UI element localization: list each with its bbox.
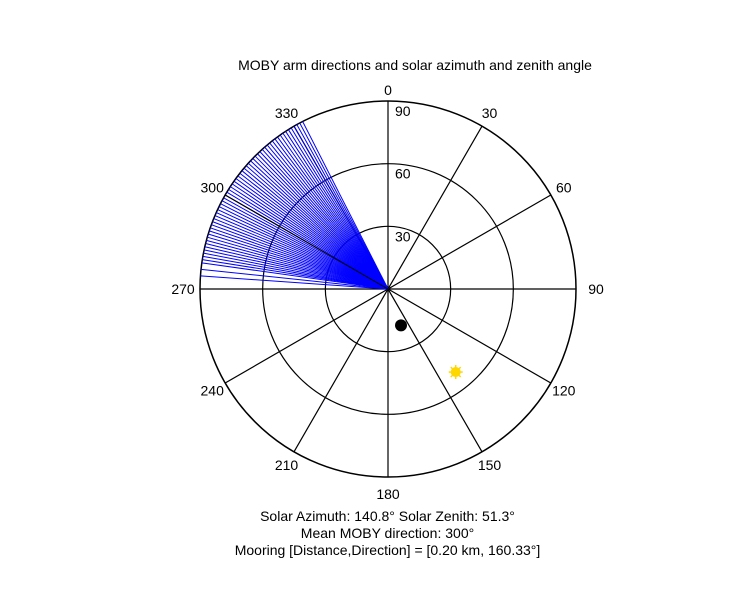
arm-line	[257, 153, 389, 290]
angle-label-0: 0	[384, 82, 392, 98]
arm-line	[290, 127, 389, 290]
angle-label-210: 210	[275, 457, 299, 473]
arm-line	[282, 132, 389, 290]
arm-line	[296, 124, 389, 290]
angle-label-90: 90	[588, 281, 604, 297]
arm-line	[203, 252, 389, 290]
arm-line	[302, 121, 389, 290]
arm-line	[266, 144, 389, 290]
mooring-caption: Mooring [Distance,Direction] = [0.20 km,…	[234, 542, 541, 558]
angle-label-240: 240	[201, 383, 225, 399]
chart-title: MOBY arm directions and solar azimuth an…	[238, 57, 592, 73]
angle-label-180: 180	[376, 486, 400, 502]
arm-line	[299, 122, 389, 290]
arm-line	[237, 175, 389, 290]
arm-line	[252, 158, 389, 290]
arm-line	[204, 246, 389, 290]
arm-line	[241, 170, 389, 290]
sun-marker	[448, 365, 463, 380]
arm-line	[206, 239, 389, 290]
arm-line	[201, 262, 389, 290]
mean-direction-line	[224, 194, 389, 290]
arm-line	[223, 197, 389, 290]
solar-caption: Solar Azimuth: 140.8° Solar Zenith: 51.3…	[260, 508, 515, 524]
arm-line	[231, 183, 389, 290]
angle-label-150: 150	[478, 457, 502, 473]
arm-line	[243, 167, 389, 290]
arm-line	[245, 165, 389, 290]
angle-label-30: 30	[482, 105, 498, 121]
mean-direction-caption: Mean MOBY direction: 300°	[300, 525, 475, 541]
arm-line	[259, 151, 389, 290]
arm-line	[269, 142, 389, 290]
arm-line	[210, 227, 389, 290]
arm-line	[239, 172, 389, 290]
arm-line	[208, 233, 389, 290]
moby-arm-lines	[200, 121, 389, 290]
angle-label-60: 60	[556, 180, 572, 196]
arm-line	[213, 218, 389, 290]
arm-line	[274, 138, 389, 290]
angle-label-120: 120	[552, 383, 576, 399]
arm-line	[209, 230, 389, 290]
arm-line	[230, 186, 389, 290]
chart-marks	[395, 319, 463, 380]
arm-line	[204, 249, 389, 290]
arm-line	[221, 200, 389, 290]
arm-line	[220, 203, 389, 290]
arm-line	[250, 160, 389, 290]
radial-label-60: 60	[395, 166, 411, 182]
arm-line	[293, 125, 389, 290]
arm-line	[202, 255, 389, 290]
arm-line	[217, 209, 389, 290]
mooring-marker	[395, 319, 408, 332]
arm-line	[212, 221, 389, 290]
arm-line	[254, 155, 389, 290]
arm-line	[228, 188, 389, 290]
angle-label-330: 330	[275, 105, 299, 121]
arm-line	[200, 275, 389, 290]
angle-label-300: 300	[201, 180, 225, 196]
axis-labels: 0 30 60 90 120 150 180 210 240 270 300 330 30 60 90	[171, 82, 604, 502]
arm-line	[271, 140, 389, 290]
arm-line	[214, 215, 389, 290]
arm-line	[233, 180, 389, 290]
arm-line	[202, 259, 389, 290]
arm-line	[277, 136, 389, 290]
arm-line	[247, 162, 389, 290]
arm-line	[218, 206, 389, 290]
arm-line	[200, 268, 389, 290]
arm-line	[261, 148, 389, 290]
angle-label-270: 270	[171, 281, 195, 297]
arm-line	[207, 236, 389, 290]
radial-label-90: 90	[395, 103, 411, 119]
arm-line	[205, 243, 389, 290]
arm-line	[285, 131, 389, 290]
arm-line	[211, 224, 389, 290]
radial-label-30: 30	[395, 228, 411, 244]
arm-line	[287, 129, 389, 290]
arm-line	[279, 134, 389, 290]
arm-line	[216, 212, 389, 290]
arm-line	[235, 178, 389, 290]
arm-line	[226, 191, 389, 290]
arm-line	[264, 146, 389, 290]
